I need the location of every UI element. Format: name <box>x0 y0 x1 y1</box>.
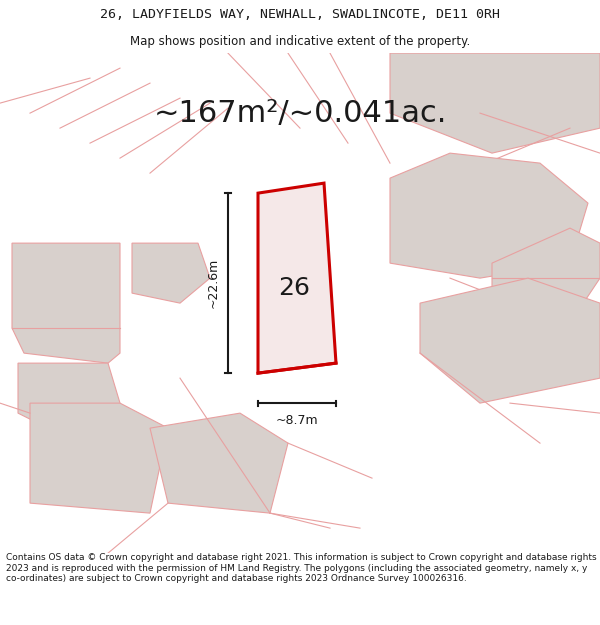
Polygon shape <box>492 228 600 323</box>
Polygon shape <box>132 243 210 303</box>
Text: ~167m²/~0.041ac.: ~167m²/~0.041ac. <box>154 99 446 127</box>
Text: ~8.7m: ~8.7m <box>275 414 319 427</box>
Polygon shape <box>12 243 120 363</box>
Polygon shape <box>30 403 168 513</box>
Polygon shape <box>150 413 288 513</box>
Polygon shape <box>18 363 120 428</box>
Text: Map shows position and indicative extent of the property.: Map shows position and indicative extent… <box>130 35 470 48</box>
Polygon shape <box>420 278 600 403</box>
Text: Contains OS data © Crown copyright and database right 2021. This information is : Contains OS data © Crown copyright and d… <box>6 553 596 583</box>
Polygon shape <box>390 153 588 278</box>
Polygon shape <box>258 183 336 373</box>
Polygon shape <box>390 53 600 153</box>
Text: ~22.6m: ~22.6m <box>206 258 220 308</box>
Text: 26, LADYFIELDS WAY, NEWHALL, SWADLINCOTE, DE11 0RH: 26, LADYFIELDS WAY, NEWHALL, SWADLINCOTE… <box>100 8 500 21</box>
Text: 26: 26 <box>278 276 310 300</box>
